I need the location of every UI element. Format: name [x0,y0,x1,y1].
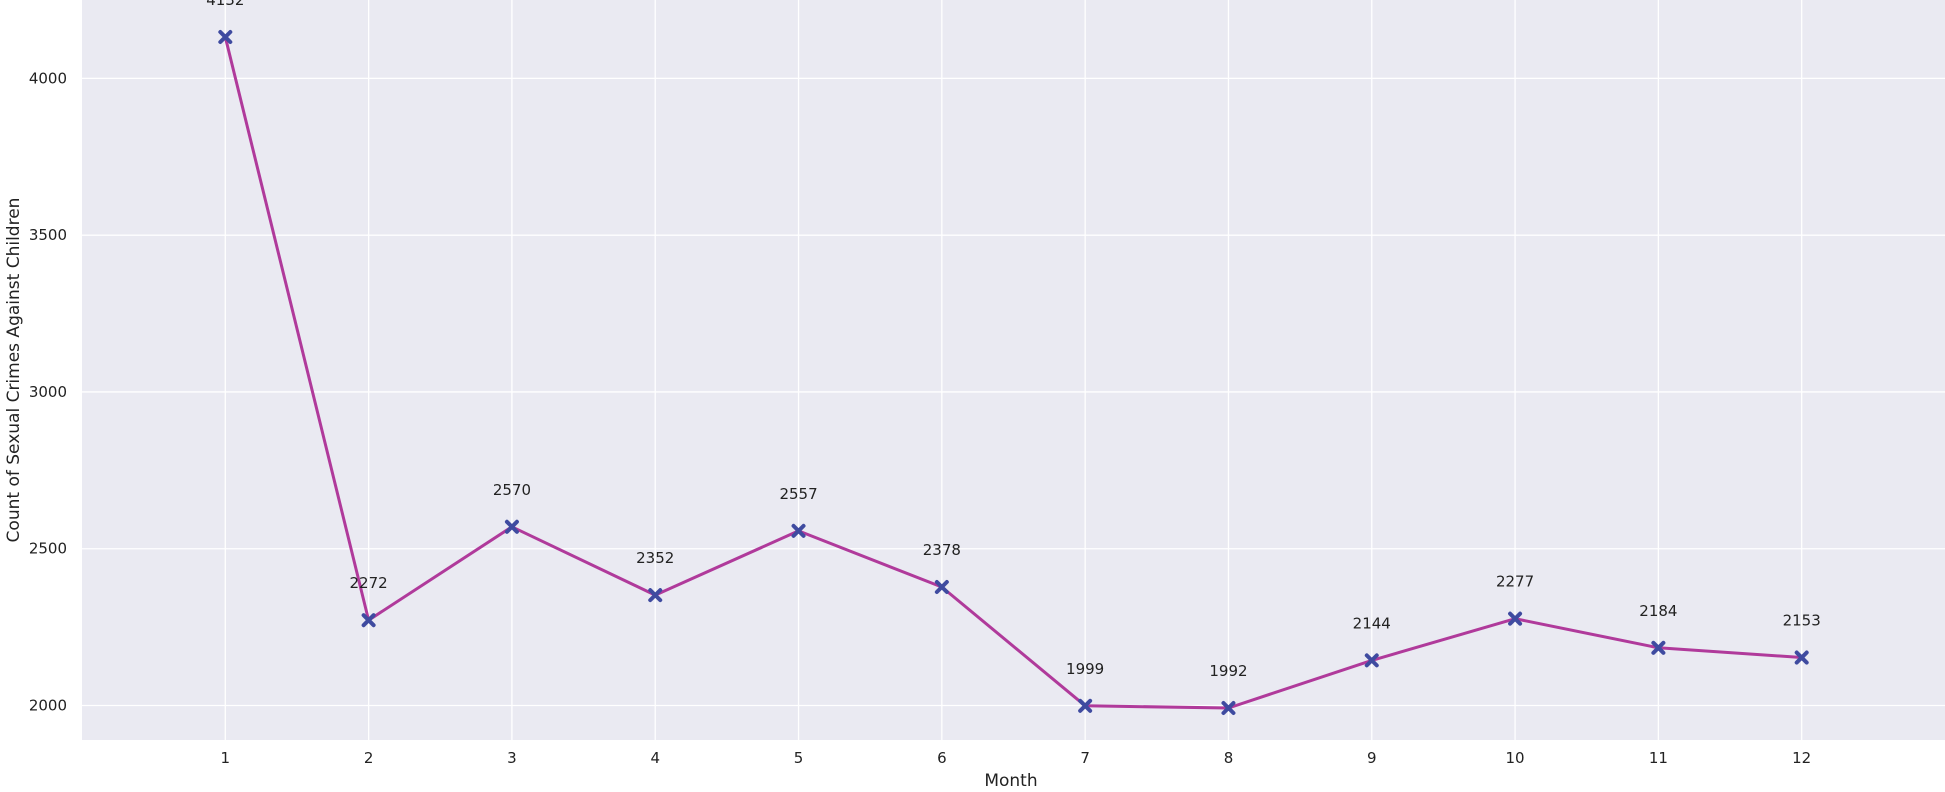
x-axis-title: Month [984,771,1037,791]
y-tick-labels: 2000 2500 3000 3500 4000 [29,69,67,714]
data-point [934,579,949,594]
data-point [1508,611,1523,626]
data-point [1651,640,1666,655]
series-line [223,36,1802,710]
data-label: 4132 [206,0,244,9]
data-point [1794,650,1809,665]
x-tick-label: 2 [364,749,374,767]
x-tick-label: 7 [1080,749,1090,767]
data-label: 2184 [1639,602,1677,620]
data-point [648,588,663,603]
x-tick-label: 4 [650,749,660,767]
data-point [791,523,806,538]
data-point [361,613,376,628]
y-tick-label: 2500 [29,540,67,558]
y-tick-label: 3000 [29,383,67,401]
data-labels: 4132 2272 2570 2352 2557 2378 1999 1992 2144 2277… [206,0,1821,680]
data-point [1364,653,1379,668]
series-lines [223,36,1802,710]
data-point [1078,698,1093,713]
y-tick-label: 3500 [29,226,67,244]
x-tick-label: 9 [1367,749,1377,767]
x-tick-label: 1 [221,749,231,767]
plot-area [82,0,1945,740]
x-tick-label: 10 [1506,749,1525,767]
data-label: 2378 [923,541,961,559]
data-markers [218,30,1809,716]
data-label: 2144 [1353,614,1391,632]
data-point [1221,701,1236,716]
data-label: 2352 [636,549,674,567]
x-tick-label: 3 [507,749,517,767]
data-label: 2153 [1783,612,1821,630]
x-tick-labels: 1 2 3 4 5 6 7 8 9 10 11 12 [221,749,1812,767]
y-axis-title: Count of Sexual Crimes Against Children [4,198,24,543]
data-label: 2272 [350,574,388,592]
data-point [218,30,233,44]
data-label: 2557 [779,485,817,503]
data-label: 1999 [1066,660,1104,678]
x-tick-label: 6 [937,749,947,767]
data-point [504,519,519,534]
data-label: 2277 [1496,573,1534,591]
y-tick-label: 4000 [29,69,67,87]
x-tick-label: 12 [1792,749,1811,767]
data-label: 2570 [493,481,531,499]
x-tick-label: 11 [1649,749,1668,767]
data-label: 1992 [1209,662,1247,680]
x-tick-label: 5 [794,749,804,767]
grid-lines [82,0,1945,740]
y-tick-label: 2000 [29,697,67,715]
x-tick-label: 8 [1224,749,1234,767]
